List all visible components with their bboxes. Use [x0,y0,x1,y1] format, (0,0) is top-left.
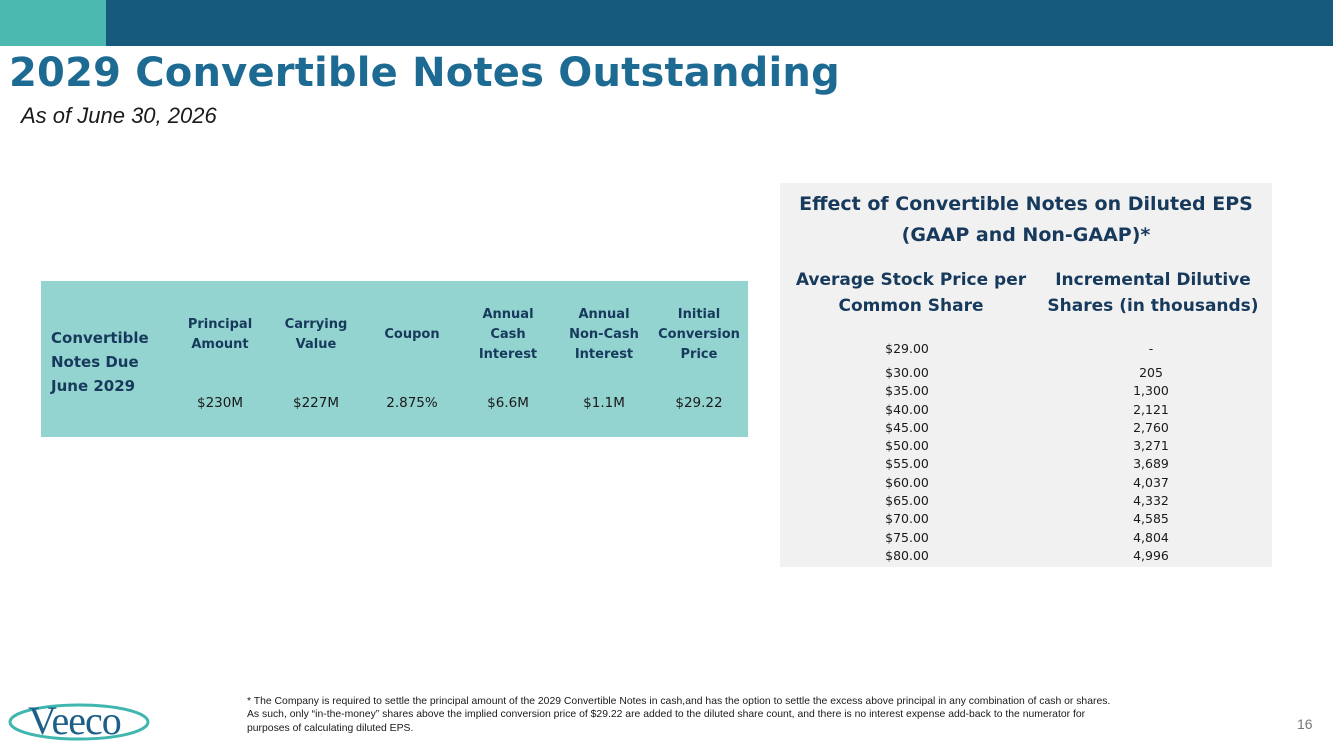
row-shares: 2,760 [1133,419,1169,435]
row-price: $55.00 [885,456,929,472]
header-annual-non-cash-interest: Annual Non-Cash Interest [569,307,639,362]
value-coupon: 2.875% [386,395,438,411]
eps-panel-title: Effect of Convertible Notes on Diluted E… [799,193,1253,246]
row-price: $29.00 [885,341,929,356]
header-principal-amount: Principal Amount [187,317,253,352]
row-shares: 4,585 [1133,511,1169,527]
top-bar-accent [0,0,106,46]
value-initial-conversion-price: $29.22 [675,395,723,411]
row-shares: 4,996 [1133,547,1169,563]
table-row: $30.00 205 [780,365,1272,383]
row-price: $60.00 [885,474,929,490]
eps-header-price: Average Stock Price per Common Share [795,270,1027,316]
row-shares: 2,121 [1133,401,1169,417]
row-price: $65.00 [885,493,929,509]
row-price: $75.00 [885,529,929,545]
row-shares: 1,300 [1133,383,1169,399]
table-row: $35.00 1,300 [780,383,1272,401]
row-shares: - [1148,341,1154,356]
page-title: 2029 Convertible Notes Outstanding [9,50,840,96]
value-principal-amount: $230M [196,395,243,411]
header-coupon: Coupon [384,327,440,342]
row-price: $30.00 [885,365,929,380]
notes-row-label: Convertible Notes Due June 2029 [51,329,149,395]
table-row: $55.00 3,689 [780,456,1272,474]
row-price: $50.00 [885,438,929,454]
header-carrying-value: Carrying Value [284,317,348,352]
row-shares: 4,037 [1133,474,1169,490]
value-annual-cash-interest: $6.6M [487,395,529,411]
header-initial-conversion-price: Initial Conversion Price [658,307,740,362]
table-row: $40.00 2,121 [780,402,1272,420]
convertible-notes-table: Convertible Notes Due June 2029 Principa… [41,281,748,437]
value-carrying-value: $227M [292,395,339,411]
eps-header-shares: Incremental Dilutive Shares (in thousand… [1047,270,1259,316]
row-shares: 3,271 [1133,438,1169,454]
table-row: $70.00 4,585 [780,511,1272,529]
table-row: $29.00 - [780,341,1272,365]
table-row: $65.00 4,332 [780,493,1272,511]
page-subtitle: As of June 30, 2026 [21,103,217,128]
table-row: $45.00 2,760 [780,420,1272,438]
row-price: $35.00 [885,383,929,399]
eps-rows: $29.00 - $30.00 205 $35.00 1,300 $40.00 2,12… [780,341,1272,566]
row-shares: 4,332 [1133,493,1169,509]
row-shares: 4,804 [1133,529,1169,545]
top-bar [0,0,1333,46]
row-price: $45.00 [885,419,929,435]
row-price: $40.00 [885,401,929,417]
value-annual-non-cash-interest: $1.1M [583,395,625,411]
svg-text:Veeco: Veeco [28,698,121,743]
row-shares: 205 [1139,365,1163,380]
table-row: $75.00 4,804 [780,530,1272,548]
row-price: $80.00 [885,547,929,563]
table-row: $50.00 3,271 [780,438,1272,456]
veeco-logo: Veeco [8,698,150,743]
row-shares: 3,689 [1133,456,1169,472]
diluted-eps-panel: Effect of Convertible Notes on Diluted E… [780,183,1272,567]
page-number: 16 [1297,716,1313,732]
table-row: $80.00 4,996 [780,548,1272,566]
table-row: $60.00 4,037 [780,475,1272,493]
row-price: $70.00 [885,511,929,527]
header-annual-cash-interest: Annual Cash Interest [478,307,538,362]
footnote: * The Company is required to settle the … [247,696,1111,734]
